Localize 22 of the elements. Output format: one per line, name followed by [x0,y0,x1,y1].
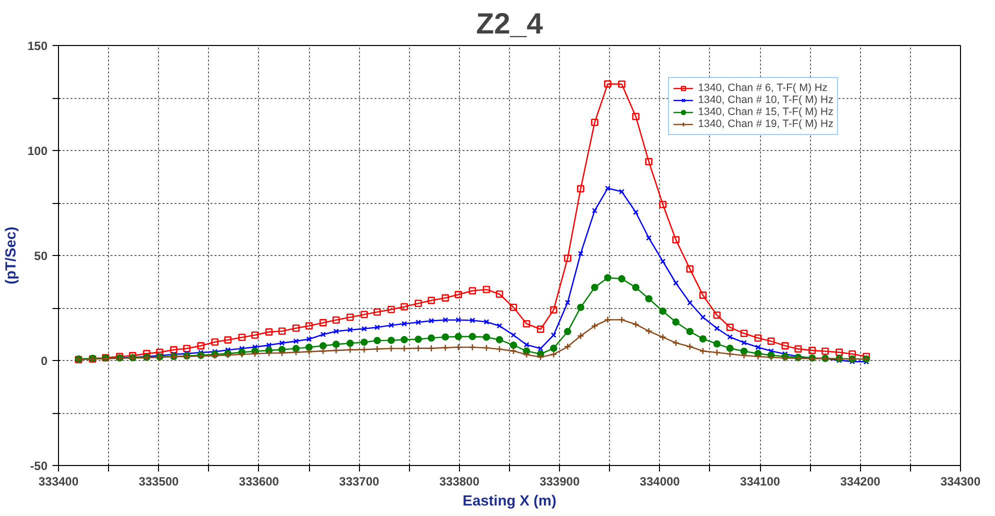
x-tick-label: 333400 [38,474,79,488]
chart-title: Z2_4 [476,8,544,40]
y-tick-label: 150 [27,39,48,53]
x-tick-label: 334200 [840,474,881,488]
legend-label: 1340, Chan # 15, T-F( M) Hz [698,106,834,118]
legend-label: 1340, Chan # 10, T-F( M) Hz [698,94,834,106]
y-axis-title: (pT/Sec) [3,226,20,284]
x-tick-label: 334300 [940,474,981,488]
y-tick-label: -50 [30,459,48,473]
legend-label: 1340, Chan # 19, T-F( M) Hz [698,118,834,130]
x-tick-label: 334100 [740,474,780,488]
x-axis-title: Easting X (m) [462,494,556,510]
y-tick-label: 100 [27,144,48,158]
legend-label: 1340, Chan # 6, T-F( M) Hz [698,82,828,94]
x-tick-label: 333900 [540,474,580,488]
y-tick-label: 0 [40,354,48,368]
x-tick-label: 333500 [138,474,180,488]
x-tick-label: 334000 [640,474,680,488]
y-tick-label: 50 [34,249,48,263]
x-tick-label: 333800 [439,474,480,488]
x-tick-label: 333700 [339,474,380,488]
x-tick-label: 333600 [238,474,280,488]
